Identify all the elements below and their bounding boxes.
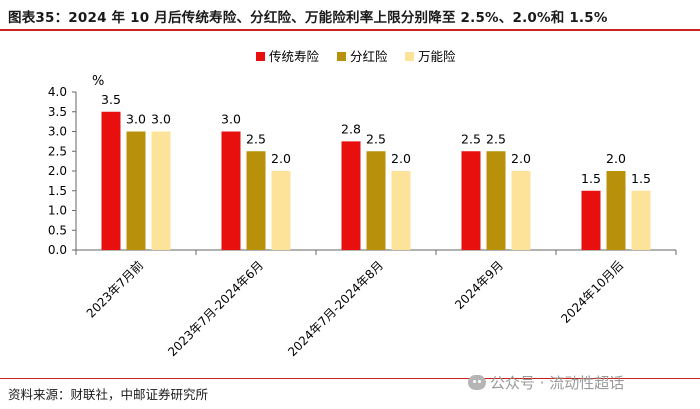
data-label: 2.5: [461, 131, 481, 146]
bar-3: [151, 131, 171, 250]
legend-label: 传统寿险: [269, 49, 320, 64]
bar-3: [631, 190, 651, 250]
y-tick-label: 2.0: [48, 164, 67, 178]
data-label: 3.0: [151, 112, 171, 127]
data-label: 1.5: [581, 171, 601, 186]
bar-2: [126, 131, 146, 250]
watermark: 公众号 · 流动性超话: [468, 372, 694, 392]
bar-1: [101, 111, 121, 250]
data-label: 2.0: [271, 151, 291, 166]
y-tick-label: 2.5: [48, 144, 67, 158]
bar-2: [486, 151, 506, 250]
x-tick-label: 2024年9月: [452, 258, 506, 312]
bar-2: [366, 151, 386, 250]
title-divider: [0, 29, 700, 31]
bar-1: [581, 190, 601, 250]
watermark-text: 公众号 · 流动性超话: [490, 373, 625, 392]
y-tick-label: 1.0: [48, 204, 67, 218]
data-label: 2.8: [341, 121, 361, 136]
data-label: 2.5: [246, 131, 266, 146]
data-label: 3.5: [101, 92, 121, 107]
y-tick-label: 0.0: [48, 243, 67, 257]
legend-swatch: [405, 52, 414, 61]
bar-chart: 0.0 0.5 1.0 1.5 2.0 2.5 3.0 3.5 4.0% 3.5 3.0 3.0 202…: [48, 49, 677, 359]
data-label: 2.0: [511, 151, 531, 166]
legend-swatch: [256, 52, 265, 61]
bar-2: [606, 171, 626, 250]
footer-divider: [0, 378, 700, 379]
y-tick-label: 3.5: [48, 105, 67, 119]
y-unit-label: %: [92, 74, 104, 89]
bar-3: [511, 171, 531, 250]
y-tick-label: 4.0: [48, 85, 67, 99]
data-label: 3.0: [221, 112, 241, 127]
data-label: 2.5: [366, 131, 386, 146]
x-tick-label: 2024年10月后: [558, 258, 626, 326]
bar-2: [246, 151, 266, 250]
x-tick-label: 2023年7月前: [83, 258, 146, 321]
legend-label: 分红险: [350, 49, 388, 64]
bar-3: [271, 171, 291, 250]
x-tick-label: 2024年7月-2024年8月: [285, 258, 386, 359]
data-label: 2.0: [391, 151, 411, 166]
y-tick-label: 0.5: [48, 223, 67, 237]
legend-label: 万能险: [418, 49, 456, 64]
data-label: 3.0: [126, 112, 146, 127]
bar-1: [461, 151, 481, 250]
y-tick-label: 1.5: [48, 184, 67, 198]
bar-1: [221, 131, 241, 250]
bar-1: [341, 141, 361, 250]
source-note: 资料来源：财联社，中邮证券研究所: [8, 387, 209, 402]
chart-title: 图表35：2024 年 10 月后传统寿险、分红险、万能险利率上限分别降至 2.…: [8, 10, 608, 26]
y-tick-label: 3.0: [48, 125, 67, 139]
wechat-icon: [468, 374, 486, 390]
data-label: 2.5: [486, 131, 506, 146]
data-label: 1.5: [631, 171, 651, 186]
x-tick-label: 2023年7月-2024年6月: [165, 258, 266, 359]
bar-3: [391, 171, 411, 250]
data-label: 2.0: [606, 151, 626, 166]
legend-swatch: [337, 52, 346, 61]
